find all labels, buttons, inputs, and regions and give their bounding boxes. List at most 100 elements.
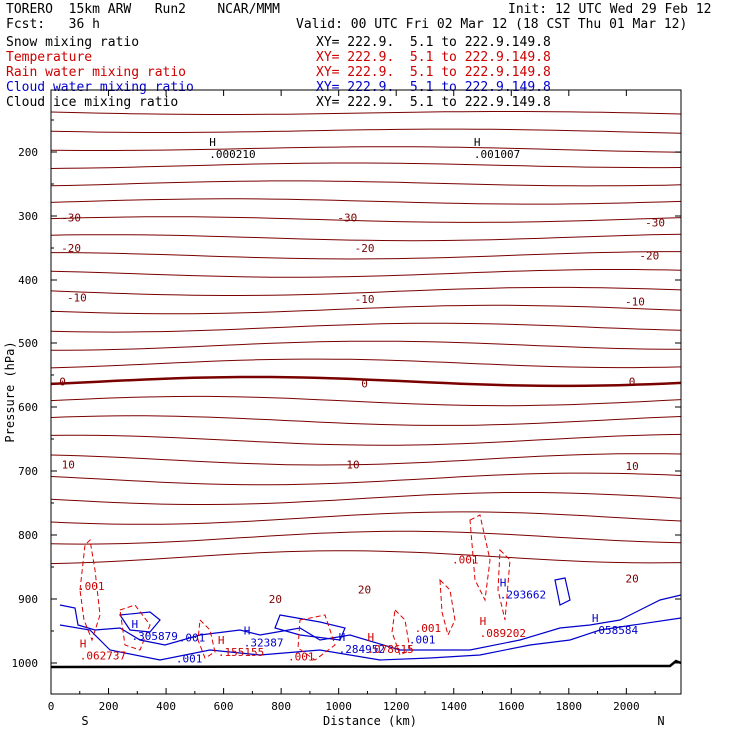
x-tick-label: 2000 <box>613 700 640 713</box>
rain-water-contour <box>469 514 491 602</box>
field-name: Cloud ice mixing ratio <box>6 95 179 110</box>
y-tick-label: 700 <box>18 465 38 478</box>
isotherm-line <box>50 233 682 242</box>
isotherm-label: -10 <box>67 292 87 305</box>
north-label: N <box>657 714 664 728</box>
isotherm-line <box>51 340 681 351</box>
field-name: Cloud water mixing ratio <box>6 80 194 95</box>
isotherm-line <box>50 269 682 278</box>
maximum-marker: H <box>339 631 346 644</box>
valid-time: Valid: 00 UTC Fri 02 Mar 12 (18 CST Thu … <box>296 17 688 32</box>
forecast-hour: Fcst: 36 h <box>6 17 100 32</box>
x-tick-label: 1600 <box>498 700 525 713</box>
isotherm-line <box>50 511 682 525</box>
maximum-value: .062737 <box>80 649 126 662</box>
maximum-marker: H <box>592 612 599 625</box>
isotherm-label: 20 <box>269 593 282 606</box>
isotherm-label: 10 <box>62 459 75 472</box>
rain-water-contour <box>79 538 101 642</box>
ground-line <box>50 659 682 669</box>
isotherm-line <box>50 415 682 426</box>
maximum-marker: H <box>500 577 507 590</box>
isotherm-label: -10 <box>355 293 375 306</box>
cloud-water-contour <box>59 617 682 661</box>
isotherm-label: 20 <box>625 573 638 586</box>
y-tick-label: 600 <box>18 401 38 414</box>
maximum-marker: H <box>244 625 251 638</box>
maximum-marker: H <box>209 136 216 149</box>
field-name: Temperature <box>6 50 93 65</box>
y-tick-label: 900 <box>18 593 38 606</box>
isotherm-line <box>50 472 682 486</box>
isotherm-line <box>50 322 682 333</box>
isotherm-line <box>50 162 682 169</box>
isotherm-label: -20 <box>639 250 659 263</box>
field-xy: XY= 222.9. 5.1 to 222.9.149.8 <box>316 95 551 110</box>
isotherm-label: -10 <box>625 295 645 308</box>
isotherm-line <box>50 453 682 466</box>
field-xy: XY= 222.9. 5.1 to 222.9.149.8 <box>316 65 551 80</box>
maximum-marker: H <box>80 637 87 650</box>
maximum-value: .293662 <box>500 589 546 602</box>
axes: 0 200 400 600 800 1000 1200 1400 1600 1800 2000200… <box>12 90 681 713</box>
isotherm-label: 10 <box>625 460 638 473</box>
x-tick-label: 600 <box>214 700 234 713</box>
isotherm-line <box>50 492 682 505</box>
maximum-value: .32387 <box>244 637 284 650</box>
isotherm-label: 0 <box>629 375 636 388</box>
x-tick-label: 200 <box>99 700 119 713</box>
isotherm-label: -30 <box>61 211 81 224</box>
isotherm-label: -20 <box>61 242 81 255</box>
maximum-marker: H <box>367 631 374 644</box>
isotherm-line <box>50 180 682 187</box>
isotherm-label: -30 <box>645 216 665 229</box>
isotherm-line <box>50 433 682 446</box>
y-tick-label: 1000 <box>12 657 39 670</box>
y-axis-title: Pressure (hPa) <box>3 341 17 442</box>
isotherm-label: -20 <box>355 242 375 255</box>
isotherm-label: 0 <box>361 377 368 390</box>
rain-water-contour <box>119 604 151 651</box>
x-tick-label: 800 <box>271 700 291 713</box>
moisture-contour-label: .001 <box>179 631 206 644</box>
maximum-value: .000210 <box>209 148 255 161</box>
isotherm-line <box>50 286 682 296</box>
isotherm-line <box>50 111 682 115</box>
moisture-contour-label: .001 <box>409 633 436 646</box>
moisture-contour-label: .001 <box>452 553 479 566</box>
isotherm-line <box>50 198 682 205</box>
maximum-value: .305879 <box>132 630 178 643</box>
isotherm-line <box>50 216 682 223</box>
isotherm-line <box>50 304 682 315</box>
contour-labels: -30 -30 -30 -20 -20 -20 -10 -10 -10 0 0 0 10 10 10 20 20… <box>59 136 665 666</box>
init-time: Init: 12 UTC Wed 29 Feb 12 <box>508 2 712 17</box>
maximum-value: .001007 <box>474 148 520 161</box>
isotherm-line <box>50 358 682 369</box>
maximum-value: .058584 <box>592 624 639 637</box>
y-tick-label: 300 <box>18 210 38 223</box>
isotherm-line <box>50 550 682 565</box>
rain-water-contour <box>439 578 456 637</box>
maximum-marker: H <box>132 618 139 631</box>
field-name: Rain water mixing ratio <box>6 65 187 80</box>
isotherm-label: 10 <box>346 459 359 472</box>
x-tick-label: 1000 <box>325 700 352 713</box>
x-tick-label: 1800 <box>556 700 583 713</box>
cloud-water-contour <box>554 577 571 606</box>
field-xy: XY= 222.9. 5.1 to 222.9.149.8 <box>316 35 551 50</box>
isotherm-label: 20 <box>358 583 371 596</box>
field-name: Snow mixing ratio <box>6 35 140 50</box>
maximum-marker: H <box>218 634 225 647</box>
rain-water-contour <box>391 608 411 656</box>
isotherm-line <box>51 251 681 260</box>
y-tick-label: 800 <box>18 529 38 542</box>
field-xy: XY= 222.9. 5.1 to 222.9.149.8 <box>316 80 551 95</box>
x-tick-label: 1400 <box>440 700 467 713</box>
model-title: TORERO 15km ARW Run2 NCAR/MMM <box>6 2 280 17</box>
plot-frame <box>50 89 682 695</box>
y-tick-label: 500 <box>18 337 38 350</box>
isotherm-label: -30 <box>337 211 357 224</box>
moisture-contours <box>59 514 682 661</box>
field-xy: XY= 222.9. 5.1 to 222.9.149.8 <box>316 50 551 65</box>
